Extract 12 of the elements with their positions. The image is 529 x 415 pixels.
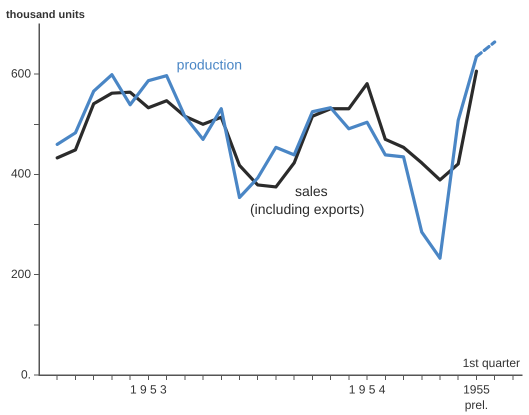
series-label: sales (including exports)	[250, 182, 364, 217]
series-label: production	[176, 56, 242, 73]
annotation: 1st quarter	[462, 356, 520, 370]
y-tick-label: 400	[10, 166, 32, 181]
y-axis-title: thousand units	[6, 9, 85, 21]
y-tick-label: 0.	[20, 367, 31, 382]
text: prel.	[464, 398, 488, 412]
x-tick-label: 1 9 5 4	[348, 382, 386, 397]
y-tick-label: 600	[10, 66, 32, 80]
y-tick-label: 200	[10, 267, 32, 282]
x-tick-label: 1955	[463, 382, 490, 397]
x-tick-label: 1 9 5 3	[130, 382, 168, 397]
